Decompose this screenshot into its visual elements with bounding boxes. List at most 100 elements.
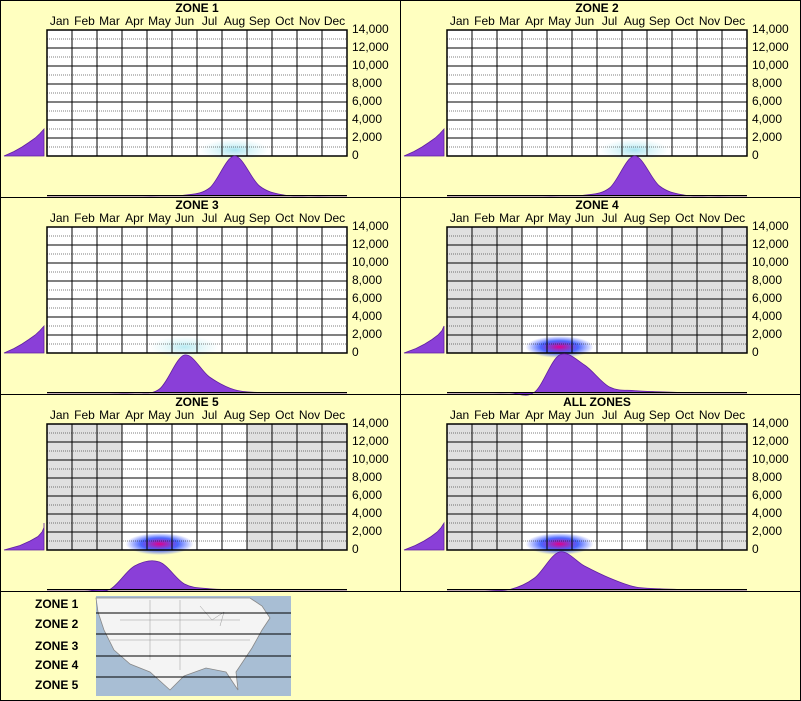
x-tick-label: Nov	[299, 14, 320, 28]
panel: ALL ZONES 0 2,000 4,000 6,000 8,000 10,000 12,0…	[403, 395, 789, 591]
plot-border	[46, 29, 348, 157]
y-tick-label: 8,000	[752, 76, 782, 90]
y-tick-label: 14,000	[752, 219, 789, 233]
zone-label: ZONE 3	[35, 639, 79, 653]
x-tick-label: Aug	[624, 14, 645, 28]
map-borders	[110, 600, 250, 670]
y-tick-label: 8,000	[752, 273, 782, 287]
y-tick-label: 10,000	[752, 255, 789, 269]
y-tick-label: 10,000	[352, 58, 389, 72]
x-tick-label: Mar	[99, 408, 120, 422]
y-tick-label: 2,000	[752, 327, 782, 341]
y-tick-label: 10,000	[352, 255, 389, 269]
y-tick-label: 4,000	[752, 309, 782, 323]
zone-label: ZONE 4	[35, 658, 79, 672]
y-tick-label: 6,000	[752, 488, 782, 502]
y-tick-label: 2,000	[352, 524, 382, 538]
x-tick-label: Mar	[99, 211, 120, 225]
plot-border	[46, 423, 348, 551]
y-tick-label: 0	[352, 345, 359, 359]
elevation-density	[403, 127, 445, 157]
x-tick-label: Jan	[50, 408, 69, 422]
x-tick-label: Aug	[224, 211, 245, 225]
panel-title: ALL ZONES	[563, 395, 631, 409]
y-tick-label: 14,000	[752, 22, 789, 36]
x-tick-label: Jun	[175, 408, 194, 422]
plot-border	[446, 29, 748, 157]
x-tick-label: May	[148, 408, 171, 422]
y-tick-label: 4,000	[752, 506, 782, 520]
panel: ZONE 2 0 2,000 4,000 6,000 8,000 10,000 12,000 1…	[403, 1, 789, 197]
y-tick-label: 2,000	[752, 130, 782, 144]
x-tick-label: Oct	[275, 14, 294, 28]
x-tick-label: Apr	[125, 408, 144, 422]
x-tick-label: Apr	[125, 211, 144, 225]
x-tick-label: Sep	[249, 211, 271, 225]
x-tick-label: May	[548, 14, 571, 28]
y-tick-label: 14,000	[752, 416, 789, 430]
y-tick-label: 8,000	[352, 273, 382, 287]
x-tick-label: Dec	[324, 408, 345, 422]
y-tick-label: 12,000	[352, 237, 389, 251]
y-tick-label: 6,000	[352, 488, 382, 502]
y-tick-label: 0	[752, 542, 759, 556]
x-tick-label: Oct	[675, 408, 694, 422]
x-tick-label: May	[548, 211, 571, 225]
shaded-month	[322, 424, 347, 550]
x-tick-label: Oct	[275, 211, 294, 225]
y-tick-label: 0	[352, 148, 359, 162]
elevation-density	[403, 521, 445, 551]
x-tick-label: May	[148, 211, 171, 225]
y-tick-label: 12,000	[352, 434, 389, 448]
x-tick-label: Mar	[499, 408, 520, 422]
x-tick-label: Apr	[525, 408, 544, 422]
zone-label: ZONE 2	[35, 617, 79, 631]
x-tick-label: Jun	[175, 14, 194, 28]
y-tick-label: 12,000	[352, 40, 389, 54]
x-tick-label: Sep	[649, 211, 671, 225]
y-tick-label: 4,000	[352, 309, 382, 323]
x-tick-label: Jan	[50, 211, 69, 225]
y-tick-label: 10,000	[752, 452, 789, 466]
x-tick-label: Dec	[724, 408, 745, 422]
y-tick-label: 6,000	[352, 94, 382, 108]
x-tick-label: Feb	[474, 211, 495, 225]
panel-title: ZONE 1	[175, 1, 219, 15]
y-tick-label: 14,000	[352, 219, 389, 233]
shaded-month	[272, 424, 297, 550]
x-tick-label: Aug	[624, 211, 645, 225]
x-tick-label: May	[548, 408, 571, 422]
zone-label: ZONE 5	[35, 678, 79, 692]
x-tick-label: Nov	[699, 14, 720, 28]
y-tick-label: 12,000	[752, 434, 789, 448]
y-tick-label: 6,000	[752, 291, 782, 305]
panel-title: ZONE 2	[575, 1, 619, 15]
x-tick-label: Sep	[649, 408, 671, 422]
x-tick-label: Feb	[474, 14, 495, 28]
x-tick-label: Dec	[724, 14, 745, 28]
x-tick-label: Jul	[602, 14, 617, 28]
x-tick-label: Feb	[74, 211, 95, 225]
x-tick-label: Mar	[499, 14, 520, 28]
x-tick-label: Apr	[525, 14, 544, 28]
y-tick-label: 0	[752, 345, 759, 359]
x-tick-label: Feb	[74, 408, 95, 422]
y-tick-label: 2,000	[352, 130, 382, 144]
x-tick-label: Jan	[450, 14, 469, 28]
x-tick-label: Aug	[624, 408, 645, 422]
x-tick-label: Jun	[575, 14, 594, 28]
x-tick-label: Jul	[602, 211, 617, 225]
elevation-density	[3, 127, 45, 157]
x-tick-label: Jan	[450, 408, 469, 422]
plot-border	[46, 226, 348, 354]
y-tick-label: 4,000	[352, 506, 382, 520]
x-tick-label: Dec	[324, 14, 345, 28]
x-tick-label: Jun	[575, 211, 594, 225]
x-tick-label: Sep	[249, 14, 271, 28]
y-tick-label: 2,000	[352, 327, 382, 341]
x-tick-label: Oct	[675, 211, 694, 225]
x-tick-label: Apr	[125, 14, 144, 28]
x-tick-label: Apr	[525, 211, 544, 225]
x-tick-label: Feb	[474, 408, 495, 422]
